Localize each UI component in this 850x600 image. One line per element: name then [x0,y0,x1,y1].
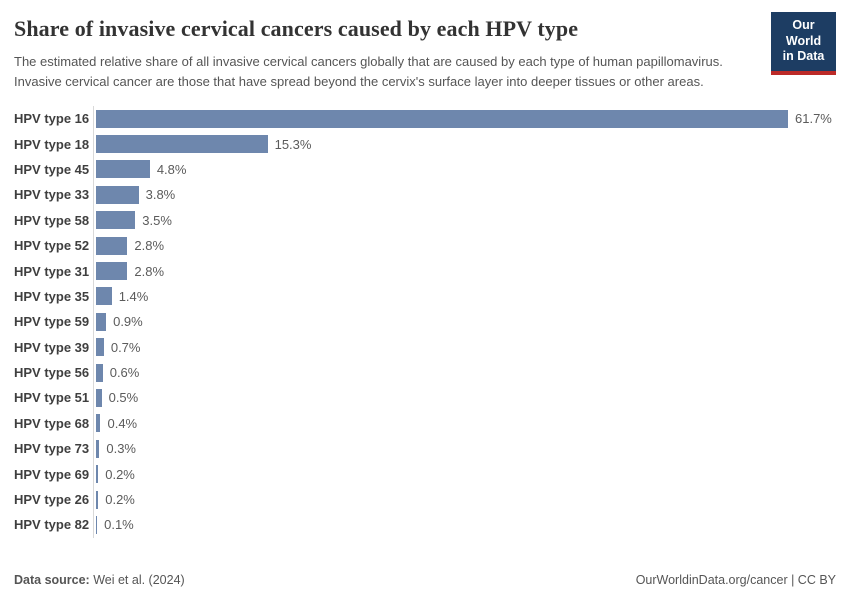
bar-value-label: 0.7% [110,339,141,355]
bar-row: HPV type 18 15.3% [14,131,836,157]
bar-row: HPV type 59 0.9% [14,309,836,335]
bar-row: HPV type 35 1.4% [14,283,836,310]
bar-area: 4.8% [93,156,836,183]
bar[interactable] [96,211,136,230]
bar-label: HPV type 82 [14,517,90,533]
bar-area: 2.8% [93,258,836,284]
bar-label: HPV type 35 [14,288,90,304]
data-source-value: Wei et al. (2024) [89,573,185,587]
bar[interactable] [96,465,99,484]
bar-chart: HPV type 16 61.7% HPV type 18 15.3% HPV … [14,106,836,538]
header-text: Share of invasive cervical cancers cause… [14,10,771,91]
bar-label: HPV type 68 [14,415,90,431]
bar[interactable] [96,338,104,357]
bar-row: HPV type 82 0.1% [14,512,836,538]
bar-row: HPV type 31 2.8% [14,258,836,284]
bar-label: HPV type 56 [14,365,90,381]
bar-area: 0.7% [93,334,836,360]
owid-logo-line1: Our World [785,18,822,48]
bar-label: HPV type 59 [14,314,90,330]
bar-row: HPV type 26 0.2% [14,486,836,513]
bar[interactable] [96,312,107,331]
bar-area: 0.3% [93,436,836,462]
bar-area: 1.4% [93,283,836,310]
bar[interactable] [96,439,100,458]
bar-label: HPV type 69 [14,466,90,482]
bar-value-label: 0.9% [113,314,143,330]
bar-value-label: 0.1% [104,517,134,533]
bar-label: HPV type 45 [14,161,90,177]
chart-header: Share of invasive cervical cancers cause… [14,10,836,91]
bar-value-label: 4.8% [156,161,187,177]
bar-value-label: 0.5% [108,390,139,406]
bar-row: HPV type 68 0.4% [14,410,836,437]
bar-value-label: 0.2% [105,492,135,508]
bar-area: 3.5% [93,207,836,233]
bar[interactable] [96,490,99,509]
bar[interactable] [96,414,101,433]
bar-value-label: 2.8% [134,238,165,254]
bar[interactable] [96,262,128,281]
bar-area: 0.1% [93,512,836,538]
bar[interactable] [96,236,128,255]
bar-area: 0.5% [93,385,836,411]
bar[interactable] [96,388,102,407]
bar-area: 61.7% [93,106,836,132]
bar-row: HPV type 56 0.6% [14,359,836,386]
bar-area: 0.2% [93,461,836,487]
chart-footer: Data source: Wei et al. (2024) OurWorldi… [14,573,836,587]
bar-area: 3.8% [93,182,836,208]
data-source: Data source: Wei et al. (2024) [14,573,185,587]
bar[interactable] [96,287,112,306]
bar-row: HPV type 16 61.7% [14,106,836,132]
bar-label: HPV type 58 [14,212,90,228]
bar-area: 2.8% [93,232,836,259]
bar-label: HPV type 51 [14,390,90,406]
bar-area: 0.4% [93,410,836,437]
bar-area: 0.6% [93,359,836,386]
bar-label: HPV type 16 [14,111,90,127]
bar-value-label: 61.7% [795,111,832,127]
bar-area: 0.2% [93,486,836,513]
bar[interactable] [96,185,139,204]
bar-row: HPV type 69 0.2% [14,461,836,487]
bar[interactable] [96,363,103,382]
bar[interactable] [96,135,268,154]
chart-subtitle: The estimated relative share of all inva… [14,54,723,89]
bar-label: HPV type 33 [14,187,90,203]
bar-label: HPV type 73 [14,441,90,457]
bar-row: HPV type 58 3.5% [14,207,836,233]
data-source-label: Data source: [14,573,90,587]
bar-row: HPV type 33 3.8% [14,182,836,208]
bar-row: HPV type 73 0.3% [14,436,836,462]
chart-title: Share of invasive cervical cancers cause… [14,16,579,41]
bar-row: HPV type 39 0.7% [14,334,836,360]
bar-row: HPV type 52 2.8% [14,232,836,259]
bar[interactable] [96,515,98,534]
bar-value-label: 0.6% [109,365,140,381]
bar-value-label: 3.8% [145,187,176,203]
owid-logo-line2: in Data [782,49,825,64]
bar-label: HPV type 52 [14,238,90,254]
bar-label: HPV type 26 [14,492,90,508]
bar-value-label: 0.2% [105,466,135,482]
bar-label: HPV type 18 [14,136,90,152]
bar-value-label: 3.5% [142,212,172,228]
bar-value-label: 0.3% [106,441,136,457]
bar-area: 0.9% [93,309,836,335]
owid-url-link[interactable]: OurWorldinData.org/cancer | CC BY [635,573,836,587]
bar[interactable] [96,109,788,128]
bar-value-label: 2.8% [134,263,165,279]
bar[interactable] [96,160,150,179]
bar-value-label: 1.4% [118,288,149,304]
bar-label: HPV type 39 [14,339,90,355]
bar-row: HPV type 45 4.8% [14,156,836,183]
bar-label: HPV type 31 [14,263,90,279]
bar-value-label: 15.3% [274,136,312,152]
bar-area: 15.3% [93,131,836,157]
bar-row: HPV type 51 0.5% [14,385,836,411]
owid-logo[interactable]: Our World in Data [771,12,836,75]
bar-value-label: 0.4% [107,415,138,431]
